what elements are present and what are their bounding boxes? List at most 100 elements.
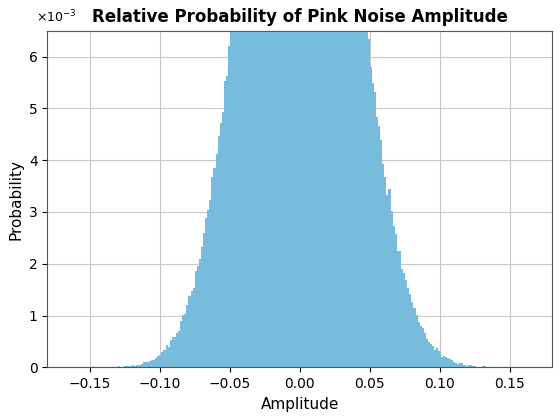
Bar: [399, 250, 401, 368]
Bar: [180, 321, 182, 368]
Bar: [395, 234, 397, 368]
Bar: [390, 211, 393, 368]
Bar: [370, 67, 372, 368]
Bar: [239, 0, 241, 368]
Bar: [438, 351, 441, 368]
Bar: [137, 365, 138, 368]
Bar: [468, 365, 470, 368]
Bar: [426, 339, 428, 368]
Bar: [241, 0, 242, 368]
Bar: [274, 0, 276, 368]
Bar: [453, 362, 455, 368]
Bar: [447, 359, 449, 368]
Bar: [268, 0, 270, 368]
Bar: [416, 315, 418, 368]
Bar: [282, 0, 284, 368]
Bar: [134, 366, 137, 368]
Bar: [224, 81, 226, 368]
Bar: [220, 123, 222, 368]
Bar: [455, 363, 457, 368]
Bar: [419, 326, 422, 368]
Bar: [334, 0, 337, 368]
Bar: [114, 367, 115, 368]
Bar: [436, 348, 438, 368]
Bar: [153, 360, 155, 368]
Bar: [413, 308, 416, 368]
Bar: [353, 0, 355, 368]
Bar: [245, 0, 247, 368]
Bar: [143, 362, 144, 368]
Bar: [189, 296, 190, 368]
Bar: [249, 0, 251, 368]
Bar: [430, 344, 432, 368]
Bar: [465, 366, 468, 368]
Bar: [265, 0, 268, 368]
Bar: [253, 0, 255, 368]
Bar: [222, 112, 224, 368]
Bar: [164, 350, 166, 368]
Bar: [401, 269, 403, 368]
Bar: [263, 0, 265, 368]
Bar: [144, 362, 147, 368]
Bar: [378, 126, 380, 368]
Bar: [297, 0, 299, 368]
Bar: [132, 365, 134, 368]
Bar: [170, 341, 172, 368]
Bar: [295, 0, 297, 368]
Bar: [176, 333, 178, 368]
Bar: [422, 328, 424, 368]
Bar: [234, 0, 236, 368]
Bar: [380, 139, 382, 368]
Bar: [178, 331, 180, 368]
Bar: [428, 342, 430, 368]
Bar: [147, 362, 149, 368]
Bar: [205, 218, 207, 368]
Bar: [405, 280, 407, 368]
Bar: [363, 0, 366, 368]
Bar: [357, 0, 360, 368]
Bar: [309, 0, 311, 368]
Bar: [345, 0, 347, 368]
Bar: [480, 367, 482, 368]
Bar: [138, 365, 141, 368]
Bar: [435, 350, 436, 368]
Bar: [374, 92, 376, 368]
Bar: [360, 0, 361, 368]
Bar: [197, 266, 199, 368]
Bar: [228, 46, 230, 368]
Bar: [459, 362, 461, 368]
Bar: [461, 363, 464, 368]
Bar: [251, 0, 253, 368]
Bar: [182, 315, 184, 368]
Bar: [409, 294, 412, 368]
Bar: [291, 0, 293, 368]
Bar: [255, 0, 257, 368]
Bar: [305, 0, 307, 368]
Bar: [457, 364, 459, 368]
Bar: [451, 360, 453, 368]
Text: $\times10^{-3}$: $\times10^{-3}$: [36, 8, 77, 25]
Bar: [343, 0, 345, 368]
Bar: [482, 367, 484, 368]
Bar: [351, 0, 353, 368]
Bar: [126, 366, 128, 368]
Bar: [211, 177, 213, 368]
X-axis label: Amplitude: Amplitude: [260, 396, 339, 412]
Bar: [199, 259, 201, 368]
Bar: [449, 359, 451, 368]
Bar: [272, 0, 274, 368]
Bar: [157, 356, 159, 368]
Bar: [203, 234, 205, 368]
Bar: [207, 210, 209, 368]
Bar: [311, 0, 314, 368]
Bar: [209, 200, 211, 368]
Bar: [384, 177, 386, 368]
Bar: [257, 0, 259, 368]
Bar: [307, 0, 309, 368]
Bar: [441, 357, 442, 368]
Bar: [347, 0, 349, 368]
Bar: [247, 0, 249, 368]
Bar: [262, 0, 263, 368]
Bar: [303, 0, 305, 368]
Bar: [322, 0, 324, 368]
